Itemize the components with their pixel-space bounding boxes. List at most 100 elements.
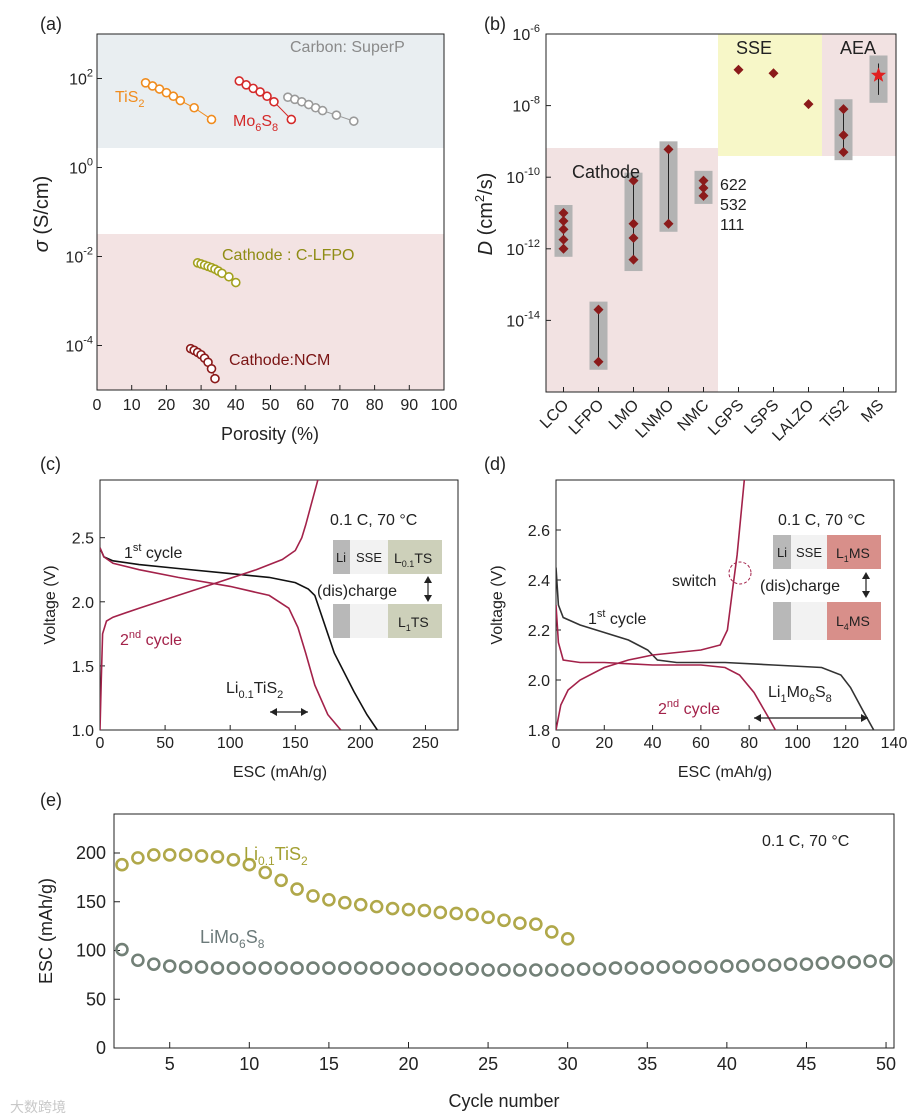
y-tick-label: 10-10 bbox=[506, 166, 540, 187]
data-point bbox=[338, 961, 352, 975]
data-point bbox=[194, 849, 209, 863]
second-cycle-label: 2nd cycle bbox=[658, 698, 720, 718]
y-tick-label: 100 bbox=[69, 157, 93, 178]
x-tick-label: 30 bbox=[558, 1054, 578, 1074]
data-point bbox=[481, 963, 495, 977]
data-point bbox=[322, 961, 336, 975]
curve bbox=[100, 547, 378, 730]
diamond-point bbox=[558, 215, 569, 226]
data-point bbox=[242, 961, 257, 975]
data-point bbox=[269, 96, 279, 107]
conductive-region bbox=[97, 34, 444, 148]
data-point bbox=[206, 114, 217, 125]
diamond-point bbox=[768, 68, 779, 79]
cell-schematic-top: Li SSE L0.1TS bbox=[333, 540, 442, 574]
nmc-622-label: 622 bbox=[720, 177, 747, 194]
y-tick-label: 2.0 bbox=[528, 673, 550, 690]
x-tick-label: 140 bbox=[881, 735, 908, 752]
x-axis-label: ESC (mAh/g) bbox=[233, 764, 327, 781]
data-point bbox=[465, 907, 479, 922]
arrowhead-down bbox=[424, 595, 432, 602]
x-tick-label: 60 bbox=[296, 397, 314, 414]
x-tick-label: MS bbox=[858, 397, 887, 426]
cell-schematic-top: Li SSE L1MS bbox=[773, 535, 881, 569]
y-tick-label: 10-12 bbox=[506, 238, 540, 259]
panel-b: 10-14 10-12 10-10 10-8 10-6 LCOLFPOLMOLNMONM… bbox=[472, 14, 897, 445]
data-points bbox=[140, 76, 359, 384]
data-point bbox=[255, 87, 265, 97]
data-point bbox=[234, 76, 245, 86]
plot-frame bbox=[545, 33, 897, 393]
data-point bbox=[353, 897, 368, 912]
data-point bbox=[847, 955, 862, 970]
data-point bbox=[672, 960, 686, 974]
y-tick-label: 150 bbox=[76, 892, 106, 912]
diamond-point bbox=[558, 208, 569, 218]
second-cycle-label: 2nd cycle bbox=[120, 629, 182, 649]
data-point bbox=[767, 958, 782, 972]
dischar-label: (dis)charge bbox=[317, 583, 397, 600]
y-tick-label: 10-6 bbox=[512, 23, 540, 44]
li01tis2-label: Li0.1TiS2 bbox=[226, 680, 283, 701]
y-tick-label: 200 bbox=[76, 843, 106, 863]
x-ticks: 0 10 20 30 40 50 60 70 80 90 100 bbox=[93, 385, 457, 414]
diamond-point bbox=[698, 182, 709, 193]
data-point bbox=[178, 960, 193, 974]
data-point bbox=[226, 853, 241, 867]
diamond-point bbox=[733, 64, 744, 75]
data-point bbox=[560, 931, 575, 946]
svg-text:Li: Li bbox=[336, 550, 346, 565]
data-point bbox=[385, 901, 400, 916]
y-ticks: 10-4 10-2 100 102 bbox=[65, 68, 102, 356]
x-tick-label: 200 bbox=[347, 735, 374, 752]
watermark: 大数跨境 bbox=[10, 1099, 66, 1115]
data-point bbox=[529, 917, 543, 931]
y-tick-label: 2.5 bbox=[72, 531, 94, 548]
data-point bbox=[226, 961, 241, 975]
x-tick-label: LNMO bbox=[633, 397, 678, 442]
limo6s8-label: LiMo6S8 bbox=[200, 927, 265, 951]
panel-label: (d) bbox=[484, 454, 506, 474]
data-point bbox=[210, 850, 225, 864]
x-axis-label: Cycle number bbox=[448, 1091, 559, 1111]
condition-label: 0.1 C, 70 °C bbox=[778, 512, 865, 529]
data-point bbox=[751, 958, 766, 972]
data-point bbox=[175, 95, 186, 106]
diamond-point bbox=[698, 190, 709, 201]
data-point bbox=[115, 942, 129, 957]
panel-label: (e) bbox=[40, 790, 62, 810]
diamond-point bbox=[838, 104, 849, 115]
y-axis-label: σ (S/cm) bbox=[31, 176, 53, 253]
curve bbox=[556, 567, 875, 730]
x-tick-label: 0 bbox=[96, 735, 105, 752]
diamond-point bbox=[628, 218, 639, 229]
data-point bbox=[131, 851, 145, 865]
data-point bbox=[210, 961, 225, 975]
axis-ticks: 0 50 100 150 200 250 1.0 1.5 2.0 2.5 bbox=[72, 531, 439, 752]
first-cycle-label: 1st cycle bbox=[124, 542, 182, 562]
svg-text:SSE: SSE bbox=[796, 545, 822, 560]
arrowhead-down bbox=[862, 591, 870, 598]
data-point bbox=[258, 865, 273, 880]
x-tick-label: LGPS bbox=[705, 397, 747, 439]
data-point bbox=[131, 953, 145, 968]
data-point bbox=[206, 363, 217, 374]
y-tick-label: 10-14 bbox=[506, 309, 540, 330]
curve bbox=[100, 480, 319, 730]
ncm-label: Cathode:NCM bbox=[229, 352, 330, 369]
nmc-111-label: 111 bbox=[720, 217, 744, 234]
data-point bbox=[481, 910, 495, 925]
diamond-point bbox=[663, 144, 674, 155]
curve bbox=[556, 604, 777, 730]
x-tick-label: 60 bbox=[692, 735, 710, 752]
diamond-point bbox=[628, 175, 639, 186]
cell-schematic-bottom: L1TS bbox=[333, 604, 442, 638]
data-point bbox=[306, 889, 320, 903]
data-points bbox=[558, 64, 887, 367]
data-point bbox=[720, 959, 734, 973]
x-tick-label: 20 bbox=[595, 735, 613, 752]
data-point bbox=[369, 961, 384, 975]
y-tick-label: 10-4 bbox=[65, 335, 93, 356]
data-point bbox=[592, 962, 607, 976]
x-tick-label: 5 bbox=[165, 1054, 175, 1074]
